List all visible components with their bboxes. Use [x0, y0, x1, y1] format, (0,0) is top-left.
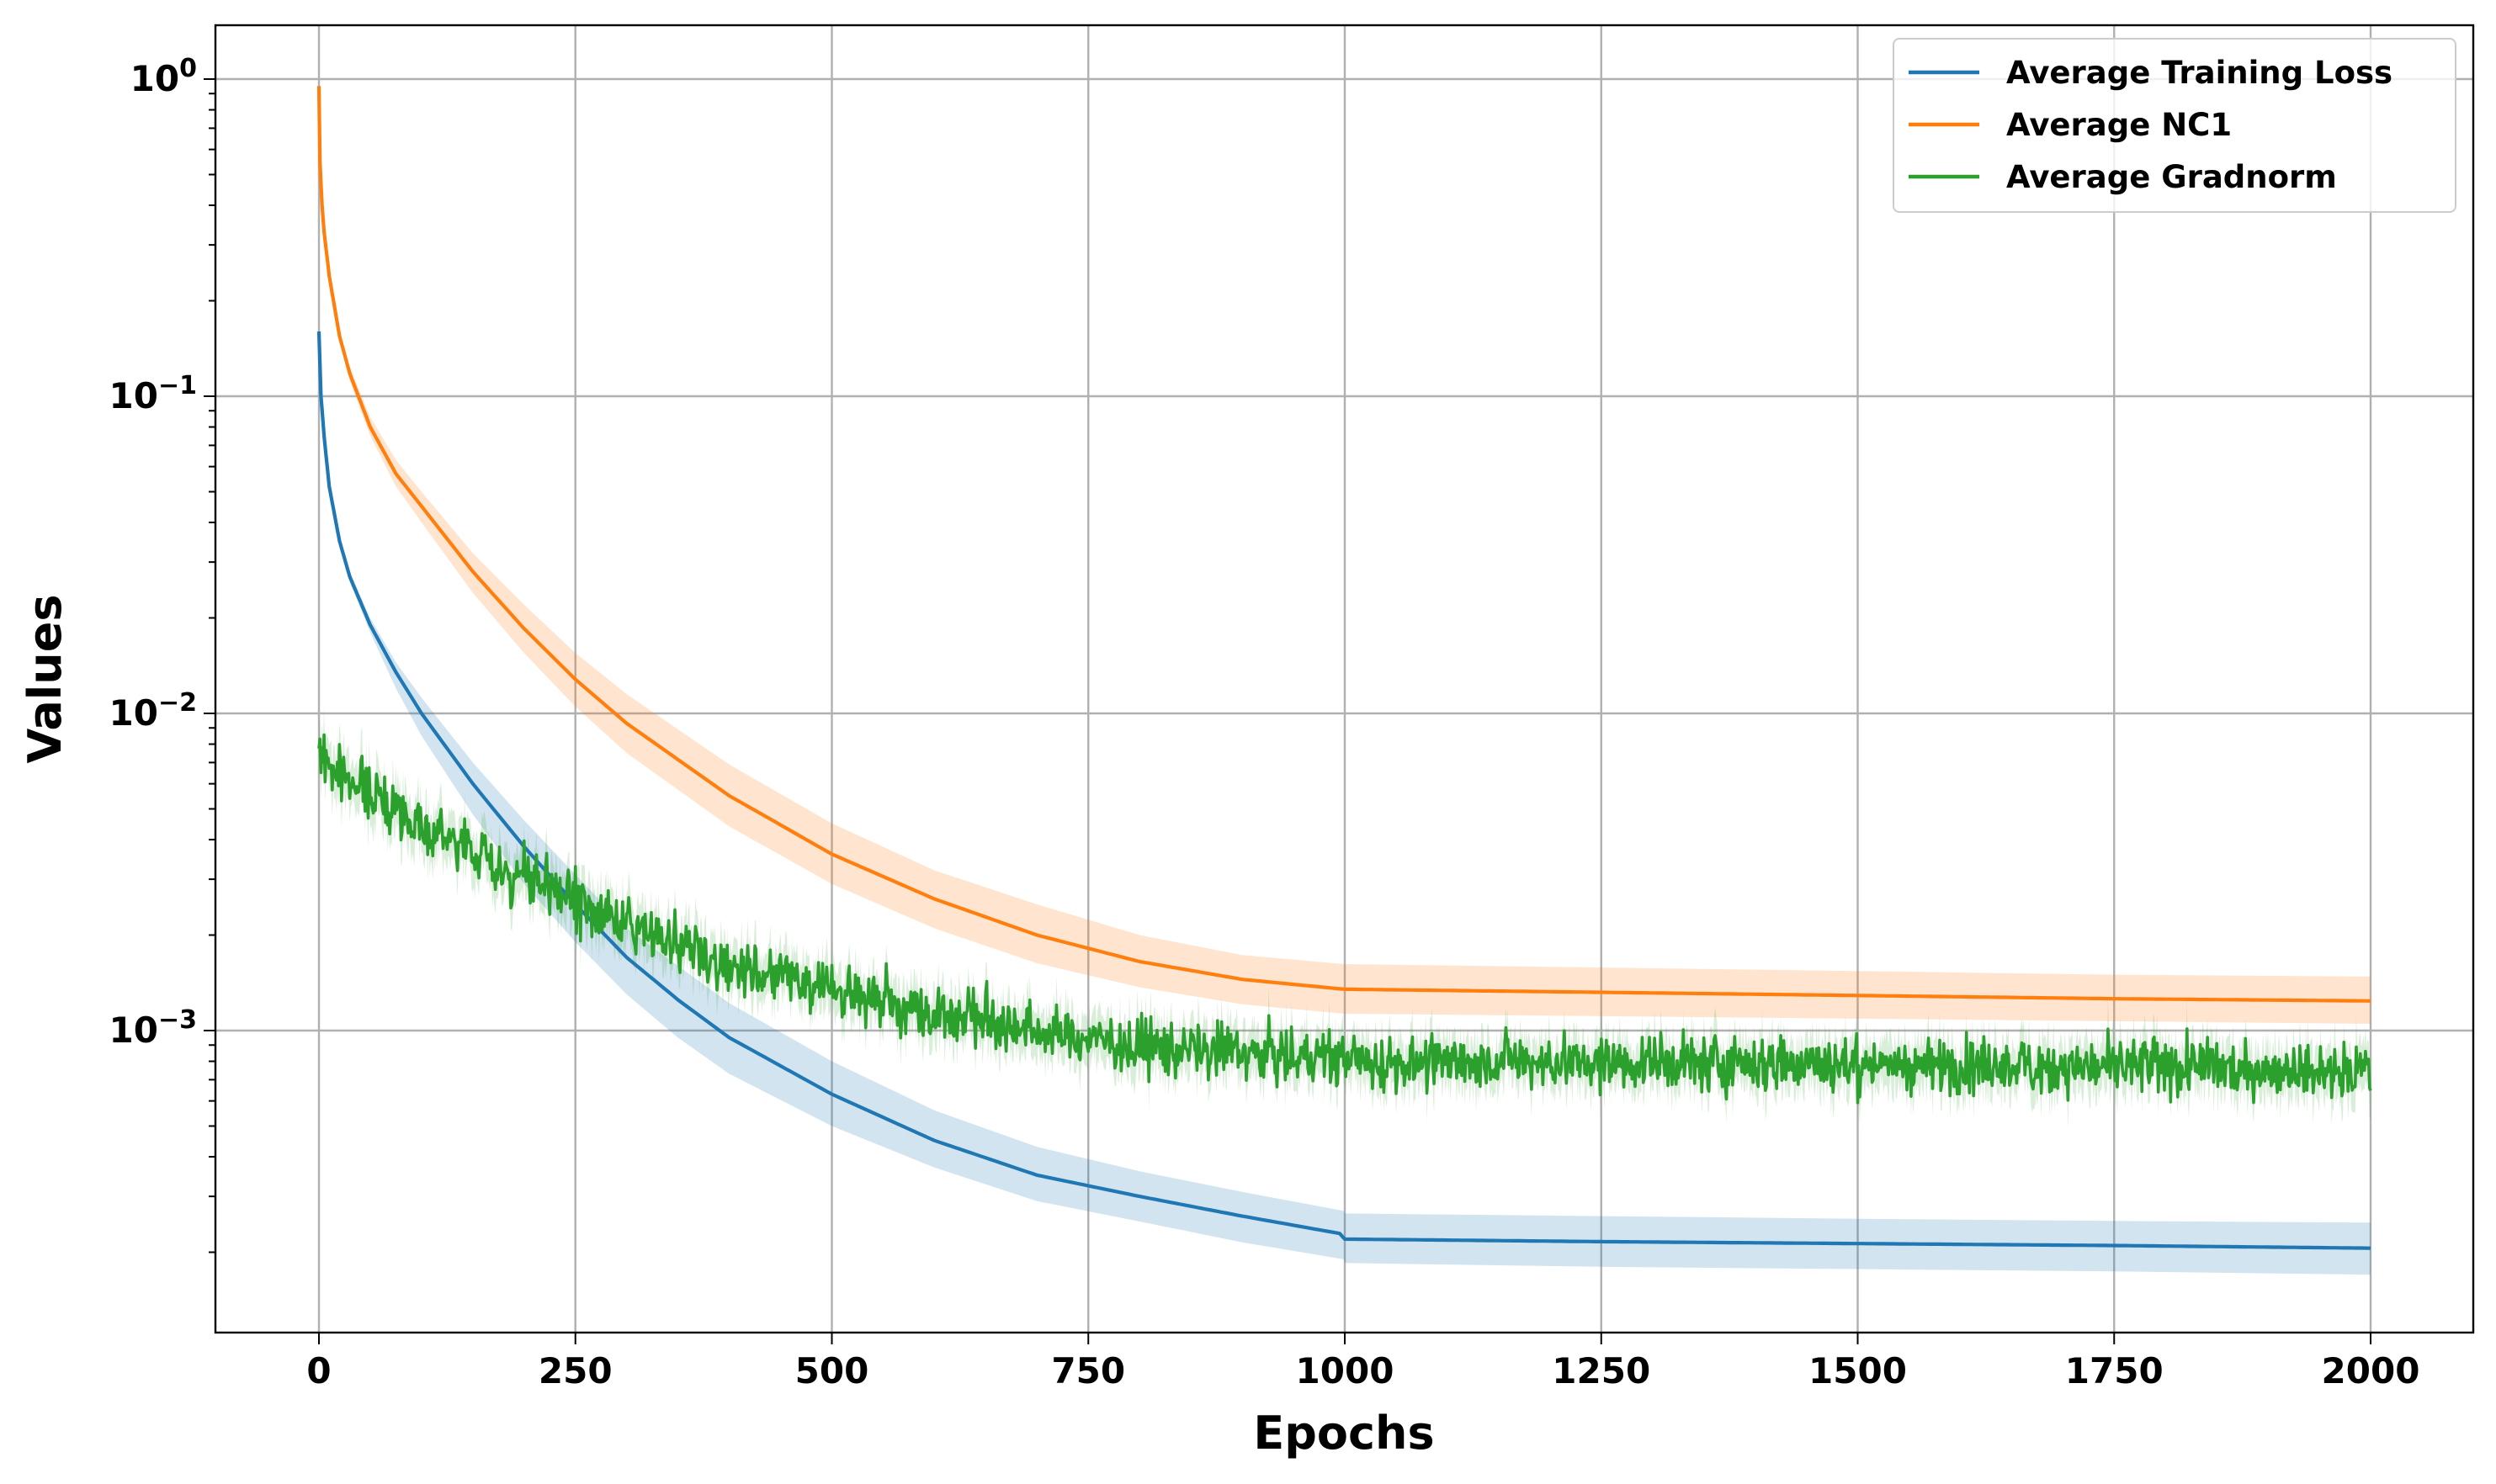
- series-lines: [316, 86, 2372, 1250]
- series-gradnorm-line: [317, 733, 2372, 1105]
- x-tick-label: 250: [539, 1350, 613, 1391]
- confidence-bands: [319, 86, 2371, 1275]
- y-axis-title: Values: [19, 595, 72, 764]
- legend-label-nc1: Average NC1: [2006, 107, 2232, 143]
- y-tick-label: 10−1: [109, 371, 197, 417]
- x-axis-title: Epochs: [1253, 1407, 1434, 1460]
- series-training-loss-line: [316, 331, 2371, 1250]
- series-gradnorm-band: [319, 707, 2371, 1130]
- y-tick-label: 100: [130, 54, 197, 100]
- legend: Average Training Loss Average NC1 Averag…: [1893, 38, 2456, 213]
- x-tick-label: 1500: [1808, 1350, 1907, 1391]
- x-tick-label: 1750: [2065, 1350, 2164, 1391]
- legend-label-training-loss: Average Training Loss: [2006, 55, 2392, 91]
- series-nc1-line: [316, 86, 2371, 1003]
- y-axis-ticks: 100 10−1 10−2 10−3: [109, 54, 215, 1253]
- x-tick-label: 750: [1051, 1350, 1125, 1391]
- legend-label-gradnorm: Average Gradnorm: [2006, 159, 2337, 195]
- legend-box: [1893, 38, 2456, 213]
- y-tick-label: 10−3: [109, 1005, 197, 1052]
- x-tick-label: 1250: [1552, 1350, 1650, 1391]
- x-axis-ticks: 0 250 500 750 1000 1250 1500 1750 2000: [306, 1333, 2419, 1391]
- x-tick-label: 500: [795, 1350, 869, 1391]
- y-tick-label: 10−2: [109, 688, 197, 734]
- x-tick-label: 2000: [2322, 1350, 2420, 1391]
- x-tick-label: 1000: [1296, 1350, 1394, 1391]
- x-tick-label: 0: [306, 1350, 331, 1391]
